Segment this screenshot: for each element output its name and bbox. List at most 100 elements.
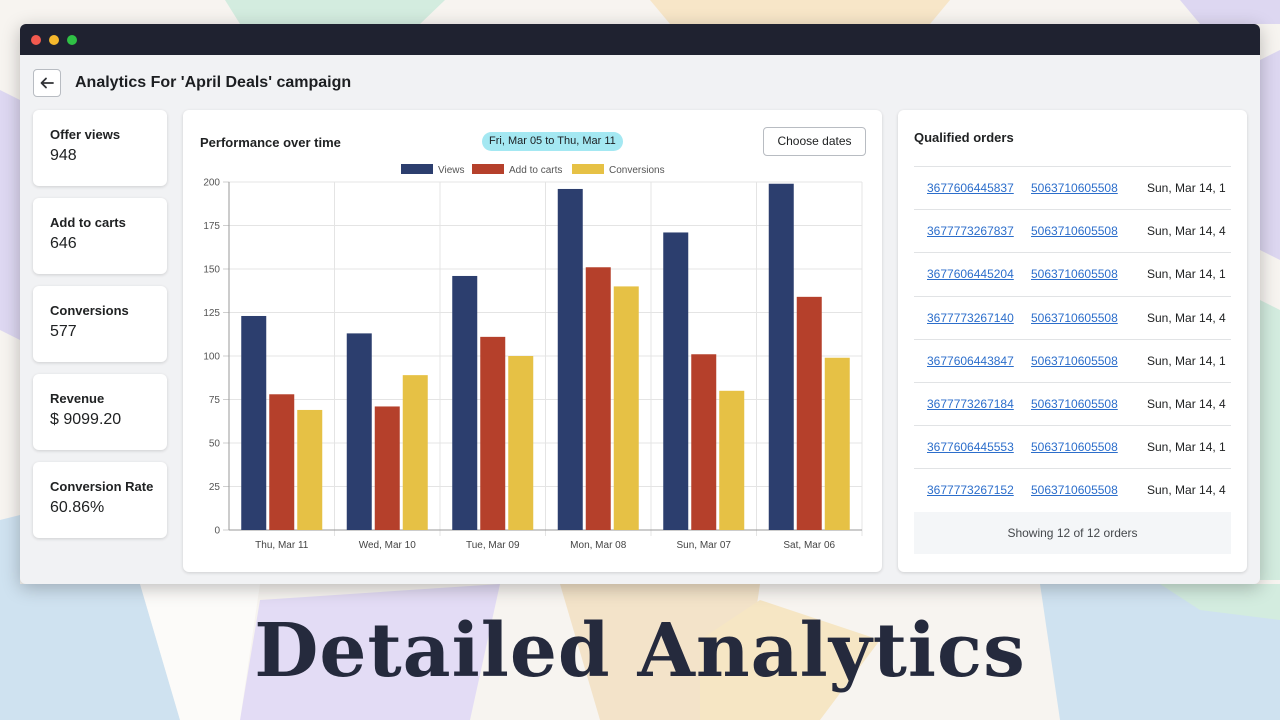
bar-add-to-carts [585, 267, 611, 530]
customer-id-link[interactable]: 5063710605508 [1031, 483, 1118, 498]
stat-value: 948 [50, 147, 77, 164]
order-date: Sun, Mar 14, 1 [1147, 267, 1226, 282]
table-row: 3677773267837 5063710605508 Sun, Mar 14, 4 [914, 210, 1231, 254]
table-row: 3677606445204 5063710605508 Sun, Mar 14, 1 [914, 253, 1231, 297]
order-id-link[interactable]: 3677606445553 [927, 440, 1014, 455]
bar-add-to-carts [269, 394, 295, 530]
bar-conversions [719, 390, 745, 530]
bar-conversions [613, 286, 639, 530]
stat-card-conversion-rate: Conversion Rate 60.86% [33, 462, 167, 538]
app-window: Analytics For 'April Deals' campaign Off… [20, 24, 1260, 584]
customer-id-link[interactable]: 5063710605508 [1031, 267, 1118, 282]
window-titlebar [20, 24, 1260, 55]
arrow-left-icon [40, 77, 54, 89]
customer-id-link[interactable]: 5063710605508 [1031, 440, 1118, 455]
bar-conversions [402, 375, 428, 530]
customer-id-link[interactable]: 5063710605508 [1031, 224, 1118, 239]
order-id-link[interactable]: 3677606445204 [927, 267, 1014, 282]
legend-label: Views [438, 165, 465, 176]
stat-card-conversions: Conversions 577 [33, 286, 167, 362]
stat-value: 646 [50, 235, 77, 252]
close-window-button[interactable] [31, 34, 41, 45]
x-tick-label: Wed, Mar 10 [359, 540, 416, 551]
order-id-link[interactable]: 3677773267837 [927, 224, 1014, 239]
page-title: Analytics For 'April Deals' campaign [75, 74, 352, 91]
order-id-link[interactable]: 3677773267140 [927, 310, 1014, 325]
bar-add-to-carts [374, 406, 400, 530]
order-date: Sun, Mar 14, 1 [1147, 181, 1226, 196]
customer-id-link[interactable]: 5063710605508 [1031, 397, 1118, 412]
stat-value: $ 9099.20 [50, 411, 122, 428]
maximize-window-button[interactable] [67, 34, 77, 45]
performance-card: Performance over time Fri, Mar 05 to Thu… [183, 110, 882, 572]
y-tick-label: 150 [203, 265, 220, 276]
legend-swatch [401, 164, 433, 174]
table-row: 3677773267152 5063710605508 Sun, Mar 14, 4 [914, 469, 1231, 513]
stat-card-add-to-carts: Add to carts 646 [33, 198, 167, 274]
x-tick-label: Sun, Mar 07 [677, 540, 732, 551]
stat-label: Add to carts [50, 215, 126, 230]
bar-views [241, 315, 267, 530]
order-date: Sun, Mar 14, 1 [1147, 440, 1226, 455]
bar-views [346, 333, 372, 530]
order-id-link[interactable]: 3677773267152 [927, 483, 1014, 498]
table-row: 3677606445553 5063710605508 Sun, Mar 14, 1 [914, 426, 1231, 470]
table-row: 3677773267140 5063710605508 Sun, Mar 14, 4 [914, 297, 1231, 340]
legend-swatch [572, 164, 604, 174]
orders-table: 3677606445837 5063710605508 Sun, Mar 14, 1… [914, 166, 1231, 513]
legend-swatch [472, 164, 504, 174]
qualified-orders-card: Qualified orders 3677606445837 5063710605… [898, 110, 1247, 572]
stat-label: Offer views [50, 127, 121, 142]
bar-add-to-carts [480, 336, 506, 530]
bar-conversions [297, 409, 323, 530]
legend-label: Add to carts [509, 165, 562, 176]
orders-title: Qualified orders [914, 130, 1014, 145]
stat-card-revenue: Revenue $ 9099.20 [33, 374, 167, 450]
bar-add-to-carts [691, 354, 717, 530]
y-tick-label: 125 [203, 308, 220, 319]
minimize-window-button[interactable] [49, 34, 59, 45]
stat-card-offer-views: Offer views 948 [33, 110, 167, 186]
order-date: Sun, Mar 14, 1 [1147, 353, 1226, 368]
bar-add-to-carts [796, 296, 822, 530]
chart-title: Performance over time [200, 135, 341, 150]
order-id-link[interactable]: 3677773267184 [927, 397, 1014, 412]
order-date: Sun, Mar 14, 4 [1147, 310, 1226, 325]
x-tick-label: Sat, Mar 06 [783, 540, 835, 551]
y-tick-label: 75 [209, 395, 221, 406]
y-tick-label: 175 [203, 221, 220, 232]
customer-id-link[interactable]: 5063710605508 [1031, 353, 1118, 368]
choose-dates-button[interactable]: Choose dates [763, 127, 866, 156]
stat-label: Revenue [50, 391, 105, 406]
customer-id-link[interactable]: 5063710605508 [1031, 181, 1118, 196]
y-tick-label: 100 [203, 352, 220, 363]
stat-label: Conversions [50, 303, 129, 318]
order-date: Sun, Mar 14, 4 [1147, 397, 1226, 412]
y-tick-label: 200 [203, 178, 220, 189]
x-tick-label: Tue, Mar 09 [466, 540, 520, 551]
x-tick-label: Mon, Mar 08 [570, 540, 627, 551]
bar-views [663, 232, 689, 530]
order-date: Sun, Mar 14, 4 [1147, 483, 1226, 498]
back-button[interactable] [33, 69, 61, 97]
table-row: 3677606443847 5063710605508 Sun, Mar 14, 1 [914, 340, 1231, 383]
customer-id-link[interactable]: 5063710605508 [1031, 310, 1118, 325]
order-id-link[interactable]: 3677606445837 [927, 181, 1014, 196]
performance-chart: 0 25 50 75 100 125 150 175 200 Thu, Mar 11 Wed, Ma… [203, 164, 863, 551]
order-id-link[interactable]: 3677606443847 [927, 353, 1014, 368]
table-row: 3677606445837 5063710605508 Sun, Mar 14, 1 [914, 167, 1231, 211]
stat-value: 577 [50, 323, 77, 340]
orders-footer: Showing 12 of 12 orders [914, 512, 1231, 554]
legend-label: Conversions [609, 165, 665, 176]
date-range-badge: Fri, Mar 05 to Thu, Mar 11 [482, 132, 623, 151]
y-tick-label: 25 [209, 482, 221, 493]
y-tick-label: 50 [209, 439, 221, 450]
stat-label: Conversion Rate [50, 479, 154, 494]
bar-conversions [824, 357, 850, 530]
bar-views [452, 275, 478, 530]
bar-views [557, 188, 583, 530]
x-tick-label: Thu, Mar 11 [255, 540, 309, 551]
table-row: 3677773267184 5063710605508 Sun, Mar 14, 4 [914, 383, 1231, 427]
hero-heading: Detailed Analytics [254, 608, 1026, 694]
